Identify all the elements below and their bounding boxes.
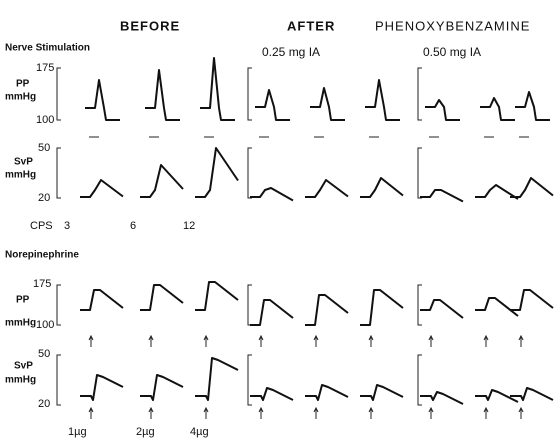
trace: [310, 87, 345, 121]
axis-label: mmHg: [5, 170, 36, 181]
trace: [80, 374, 124, 401]
dose-label: 0.25 mg IA: [262, 45, 320, 59]
header-drug: PHENOXYBENZAMINE: [375, 18, 530, 33]
trace: [85, 79, 120, 121]
traces: [56, 57, 554, 419]
arrow: [428, 334, 434, 419]
trace: [140, 284, 184, 311]
tick-label: 20: [38, 398, 50, 410]
arrow: [148, 334, 154, 419]
axis: [417, 67, 422, 121]
trace: [250, 387, 294, 401]
axis-label: mmHg: [5, 375, 36, 386]
section-title: Nerve Stimulation: [5, 43, 90, 54]
stimuli-title: CPS: [30, 220, 53, 232]
trace: [475, 389, 519, 403]
axis: [417, 354, 422, 406]
trace: [195, 357, 239, 401]
trace: [140, 374, 184, 401]
tick-label: 175: [36, 62, 54, 74]
trace: [510, 289, 554, 311]
trace: [510, 387, 554, 401]
stimulus-label: 12: [183, 220, 195, 232]
trace: [475, 297, 519, 317]
axis: [417, 284, 422, 326]
trace: [510, 177, 554, 198]
axis-label: mmHg: [5, 92, 36, 103]
arrow: [313, 334, 319, 419]
arrow: [88, 334, 94, 419]
trace: [250, 299, 294, 326]
trace: [200, 57, 235, 121]
trace: [515, 91, 550, 121]
trace: [420, 299, 464, 319]
arrow: [483, 334, 489, 419]
axis: [56, 354, 61, 406]
dose-label: 0.50 mg IA: [423, 45, 481, 59]
trace: [305, 179, 349, 198]
axis: [56, 147, 61, 199]
axis: [56, 67, 61, 121]
axis-label: SvP: [14, 361, 33, 372]
trace: [305, 294, 349, 326]
trace: [475, 184, 519, 200]
trace: [145, 69, 180, 121]
trace: [80, 289, 124, 311]
arrow: [203, 334, 209, 419]
axis-label: PP: [16, 79, 30, 90]
axis-label: PP: [16, 295, 30, 306]
tick-label: 100: [36, 319, 54, 331]
stimulus-label: 2µg: [136, 426, 155, 438]
tick-label: 50: [38, 348, 50, 360]
axis: [56, 284, 61, 326]
axis: [247, 147, 252, 199]
arrow: [518, 334, 524, 419]
axis-label: mmHg: [5, 318, 36, 329]
tick-label: 175: [33, 278, 51, 290]
axis: [247, 67, 252, 121]
trace: [365, 79, 400, 121]
tick-label: 100: [36, 114, 54, 126]
trace: [250, 187, 294, 202]
section-title: Norepinephrine: [5, 250, 79, 261]
trace: [80, 179, 124, 198]
header-before: BEFORE: [120, 18, 180, 33]
axis: [247, 354, 252, 406]
trace: [255, 89, 290, 121]
arrow: [258, 334, 264, 419]
stimulus-label: 4µg: [190, 426, 209, 438]
tick-label: 20: [38, 192, 50, 204]
arrow: [368, 334, 374, 419]
trace: [140, 164, 184, 198]
stimulus-label: 3: [64, 220, 70, 232]
trace: [360, 289, 404, 326]
trace: [425, 99, 460, 121]
trace: [360, 384, 404, 401]
trace: [305, 384, 349, 401]
trace: [480, 97, 515, 121]
trace: [195, 147, 239, 198]
trace: [195, 281, 239, 311]
stimulus-label: 6: [130, 220, 136, 232]
stimulus-label: 1µg: [68, 426, 87, 438]
trace: [420, 189, 464, 203]
axis: [417, 147, 422, 199]
axis-label: SvP: [14, 157, 33, 168]
trace: [360, 177, 404, 198]
header-after: AFTER: [287, 18, 335, 33]
tick-label: 50: [38, 142, 50, 154]
axis: [247, 284, 252, 326]
trace: [420, 391, 464, 405]
